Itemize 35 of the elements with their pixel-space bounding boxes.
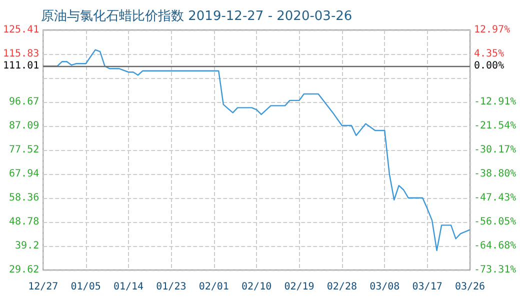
x-tick-label: 02/19	[284, 282, 314, 292]
y-tick-label: 58.36	[9, 192, 40, 204]
y2-tick-label: -73.31%	[474, 264, 516, 276]
y-tick-label: 125.41	[3, 24, 40, 36]
y-tick-label: 48.78	[9, 216, 40, 228]
x-tick-label: 03/26	[454, 282, 486, 292]
x-tick-label: 01/23	[156, 282, 186, 292]
y2-tick-label: 12.97%	[474, 24, 510, 36]
x-tick-label: 03/17	[412, 282, 442, 292]
x-tick-label: 12/27	[28, 282, 58, 292]
x-tick-label: 02/01	[198, 282, 229, 292]
y2-tick-label: -30.17%	[474, 144, 516, 156]
line-series	[42, 49, 471, 252]
x-tick-label: 03/08	[370, 282, 400, 292]
y2-tick-label: -47.43%	[474, 192, 516, 204]
y2-tick-label: -38.80%	[474, 168, 516, 180]
y-tick-label: 111.01	[3, 60, 40, 72]
chart-title: 原油与氯化石蜡比价指数 2019-12-27 - 2020-03-26	[41, 9, 352, 24]
y-tick-label: 39.2	[15, 240, 40, 252]
y2-tick-label: -64.68%	[474, 240, 516, 252]
y2-tick-label: 0.00%	[474, 60, 504, 72]
x-tick-label: 01/14	[113, 282, 144, 292]
y-tick-label: 87.09	[9, 120, 40, 132]
x-tick-label: 02/28	[326, 282, 357, 292]
y-tick-label: 115.83	[3, 48, 40, 60]
y-tick-label: 67.94	[9, 168, 40, 180]
x-tick-label: 01/05	[70, 282, 101, 292]
x-tick-label: 02/10	[242, 282, 272, 292]
y2-tick-label: 4.35%	[474, 48, 504, 60]
y-tick-label: 77.52	[9, 144, 40, 156]
y2-tick-label: -12.91%	[474, 96, 516, 108]
y2-tick-label: -56.05%	[474, 216, 516, 228]
y-tick-label: 96.67	[9, 96, 40, 108]
y-tick-label: 29.62	[9, 264, 40, 276]
y2-tick-label: -21.54%	[474, 120, 516, 132]
